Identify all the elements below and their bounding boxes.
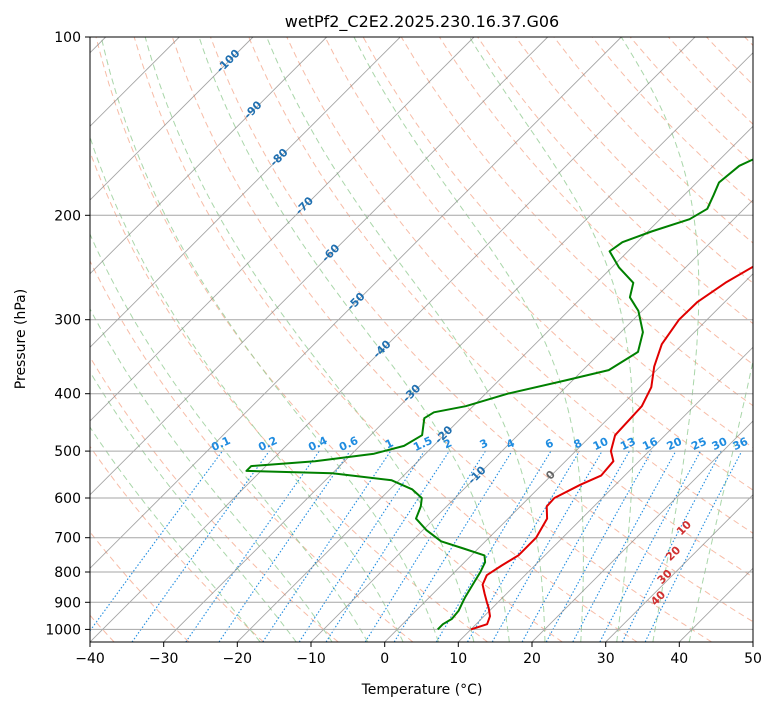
y-tick-label: 300	[54, 313, 81, 329]
y-tick-label: 800	[54, 565, 81, 581]
y-tick-label: 600	[54, 491, 81, 507]
y-tick-label: 100	[54, 30, 81, 46]
x-tick-label: 50	[744, 651, 762, 667]
x-tick-label: 20	[523, 651, 541, 667]
x-tick-label: −40	[75, 651, 105, 667]
x-tick-label: −20	[223, 651, 253, 667]
y-tick-label: 900	[54, 595, 81, 611]
y-tick-label: 200	[54, 208, 81, 224]
x-tick-label: 10	[449, 651, 467, 667]
x-tick-label: 40	[670, 651, 688, 667]
x-tick-label: 30	[597, 651, 615, 667]
y-axis-label: Pressure (hPa)	[13, 289, 29, 389]
x-tick-label: −30	[149, 651, 179, 667]
x-axis-label: Temperature (°C)	[361, 682, 483, 698]
x-tick-label: −10	[296, 651, 326, 667]
y-tick-label: 700	[54, 531, 81, 547]
x-tick-label: 0	[380, 651, 389, 667]
y-tick-label: 400	[54, 387, 81, 403]
y-tick-label: 500	[54, 444, 81, 460]
y-tick-label: 1000	[45, 622, 81, 638]
chart-title: wetPf2_C2E2.2025.230.16.37.G06	[285, 12, 559, 32]
